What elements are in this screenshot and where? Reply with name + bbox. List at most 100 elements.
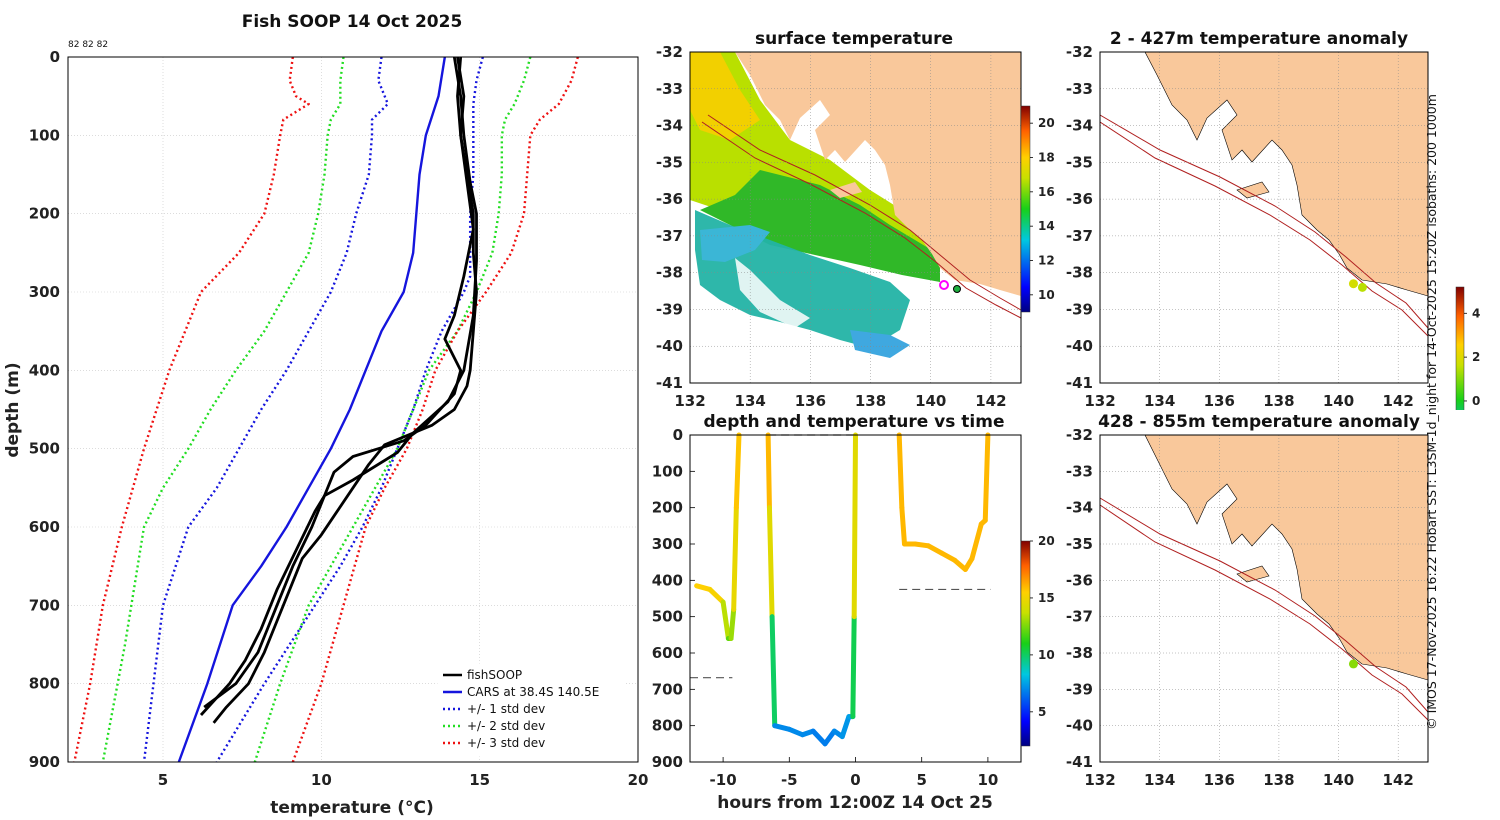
map-ytick-label: -41 <box>656 374 683 392</box>
sst-island <box>830 182 862 198</box>
time-track-segment <box>822 728 837 747</box>
anom-shallow-island <box>1236 181 1270 199</box>
map-xtick-label: 132 <box>674 392 705 410</box>
colorbar-tick-label: 20 <box>1038 116 1055 130</box>
time-ytick-label: 700 <box>652 680 683 698</box>
time-ytick-label: 800 <box>652 717 683 735</box>
time-ytick-label: 200 <box>652 499 683 517</box>
time-track-segment <box>720 599 731 641</box>
anom-deep-isobath-1000 <box>1099 504 1429 721</box>
series-fishsoop-2 <box>199 56 478 716</box>
anom-deep-content <box>1099 434 1429 721</box>
map-ytick-label: -39 <box>1066 300 1093 318</box>
map-ytick-label: -34 <box>1066 499 1093 517</box>
colorbar-tick-label: 15 <box>1038 591 1055 605</box>
time-track-segment <box>899 505 907 547</box>
anom-shallow-land <box>1144 51 1429 297</box>
sst-cloud-gap <box>735 258 810 328</box>
sst-colorbar <box>1020 105 1031 313</box>
time-panel: depth and temperature vs time -10 -5 0 5 100… <box>652 412 1055 813</box>
sst-map-title: surface temperature <box>755 29 953 49</box>
map-xtick-label: 136 <box>1204 392 1235 410</box>
series-fishsoop <box>212 56 478 724</box>
ytick-label: 900 <box>29 753 60 771</box>
sst-field-mid <box>700 170 940 282</box>
time-track-segment <box>810 728 828 747</box>
map-xtick-label: 142 <box>975 392 1006 410</box>
colorbar-tick-label: 16 <box>1038 185 1055 199</box>
time-xtick-label: -10 <box>710 771 737 789</box>
time-series <box>694 432 991 747</box>
colorbar-tick-label: 4 <box>1472 306 1480 320</box>
map-ytick-label: -39 <box>656 300 683 318</box>
sst-land <box>735 52 1021 296</box>
sst-colorbar-ticks: 10 12 14 16 18 20 <box>1030 116 1055 302</box>
anom-shallow-frame <box>1099 51 1429 384</box>
anom-shallow-title: 2 - 427m temperature anomaly <box>1110 29 1408 49</box>
map-ytick-label: -36 <box>1066 190 1093 208</box>
colorbar-tick-label: 10 <box>1038 648 1055 662</box>
profile-series <box>73 56 579 763</box>
map-xtick-label: 136 <box>1204 771 1235 789</box>
map-xtick-label: 142 <box>1383 392 1414 410</box>
time-ytick-label: 400 <box>652 571 683 589</box>
legend-std3: +/- 3 std dev <box>467 736 545 750</box>
time-colorbar-ticks: 5 10 15 20 <box>1030 534 1055 719</box>
profile-xlabel-unit: (°C) <box>397 798 434 818</box>
credit-panel: © IMOS 17-Nov-2025 16:22 Hobart SST: L3S… <box>1424 94 1439 730</box>
map-ytick-label: -41 <box>1066 753 1093 771</box>
time-track-segment <box>982 432 991 523</box>
legend-box <box>437 663 625 757</box>
sst-field-hot <box>690 52 760 140</box>
time-xtick-label: 5 <box>916 771 926 789</box>
map-xtick-label: 136 <box>795 392 826 410</box>
time-track-segment <box>851 432 858 620</box>
time-title: depth and temperature vs time <box>704 412 1005 432</box>
profile-grid <box>68 56 639 763</box>
anom-deep-ticks: 132 134 136 138 140 142 -32 -33 -34 -35 -36 -37 -38 -… <box>1066 426 1414 789</box>
series--1-std-dev <box>215 56 484 763</box>
time-track-segment <box>728 606 737 641</box>
ytick-label: 0 <box>50 48 60 66</box>
sst-map-content <box>690 52 1022 383</box>
ytick-label: 600 <box>29 518 60 536</box>
anom-shallow-content <box>1099 51 1429 337</box>
map-ytick-label: -34 <box>656 117 683 135</box>
profile-xlabel: temperature (°C) <box>270 798 434 818</box>
anom-deep-title: 428 - 855m temperature anomaly <box>1098 412 1420 432</box>
map-xtick-label: 132 <box>1084 771 1115 789</box>
ytick-label: 700 <box>29 596 60 614</box>
anom-shallow-panel: 2 - 427m temperature anomaly 132 134 136 13… <box>1066 29 1480 410</box>
time-xtick-label: -5 <box>781 771 798 789</box>
legend-cars: CARS at 38.4S 140.5E <box>467 685 599 699</box>
time-track-segment <box>939 550 958 563</box>
sst-profile-marker-2 <box>953 285 961 293</box>
colorbar-tick-label: 10 <box>1038 288 1055 302</box>
anom-deep-island <box>1236 565 1270 583</box>
sst-profile-marker <box>939 280 949 290</box>
anomaly-point <box>1348 659 1358 669</box>
ytick-label: 200 <box>29 205 60 223</box>
anom-shallow-isobath-200 <box>1099 114 1429 329</box>
colorbar-tick-label: 2 <box>1472 350 1480 364</box>
series--3-std-dev <box>291 56 579 763</box>
time-ytick-label: 300 <box>652 535 683 553</box>
legend-std2: +/- 2 std dev <box>467 719 545 733</box>
time-track-segment <box>765 432 772 511</box>
time-ytick-label: 500 <box>652 608 683 626</box>
series--3-std-dev <box>73 56 310 763</box>
anom-deep-frame <box>1099 434 1429 763</box>
anom-shallow-points <box>1348 279 1367 292</box>
anomaly-point <box>1357 282 1367 292</box>
time-track-segment <box>733 432 742 511</box>
profile-plot-frame <box>67 56 639 763</box>
time-track-segment <box>839 714 852 740</box>
time-colorbar <box>1020 540 1031 747</box>
colorbar-tick-label: 5 <box>1038 705 1046 719</box>
anom-colorbar <box>1455 286 1465 410</box>
profile-legend: fishSOOP CARS at 38.4S 140.5E +/- 1 std … <box>437 663 625 757</box>
time-xlabel: hours from 12:00Z 14 Oct 25 <box>717 793 993 813</box>
ytick-label: 500 <box>29 440 60 458</box>
anomaly-point <box>1348 279 1358 289</box>
